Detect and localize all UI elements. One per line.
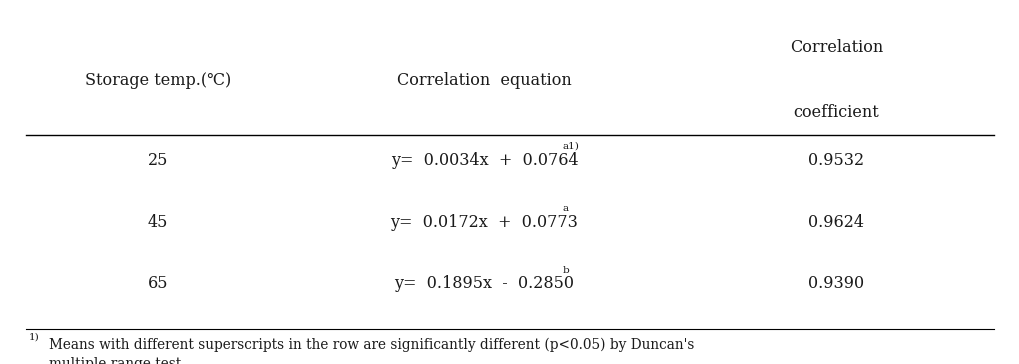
Text: 65: 65 <box>148 276 168 292</box>
Text: Correlation: Correlation <box>789 39 882 56</box>
Text: a1): a1) <box>562 142 579 151</box>
Text: b: b <box>562 266 569 274</box>
Text: Correlation  equation: Correlation equation <box>396 72 572 88</box>
Text: 0.9624: 0.9624 <box>808 214 863 230</box>
Text: a: a <box>562 204 569 213</box>
Text: 0.9390: 0.9390 <box>807 276 864 292</box>
Text: Storage temp.(℃): Storage temp.(℃) <box>85 72 231 88</box>
Text: 25: 25 <box>148 152 168 169</box>
Text: y=  0.0172x  +  0.0773: y= 0.0172x + 0.0773 <box>390 214 578 230</box>
Text: coefficient: coefficient <box>793 104 878 121</box>
Text: y=  0.0034x  +  0.0764: y= 0.0034x + 0.0764 <box>390 152 578 169</box>
Text: Means with different superscripts in the row are significantly different (p<0.05: Means with different superscripts in the… <box>49 338 694 352</box>
Text: multiple range test.: multiple range test. <box>49 357 185 364</box>
Text: 45: 45 <box>148 214 168 230</box>
Text: y=  0.1895x  -  0.2850: y= 0.1895x - 0.2850 <box>394 276 574 292</box>
Text: 1): 1) <box>29 332 40 341</box>
Text: 0.9532: 0.9532 <box>807 152 864 169</box>
